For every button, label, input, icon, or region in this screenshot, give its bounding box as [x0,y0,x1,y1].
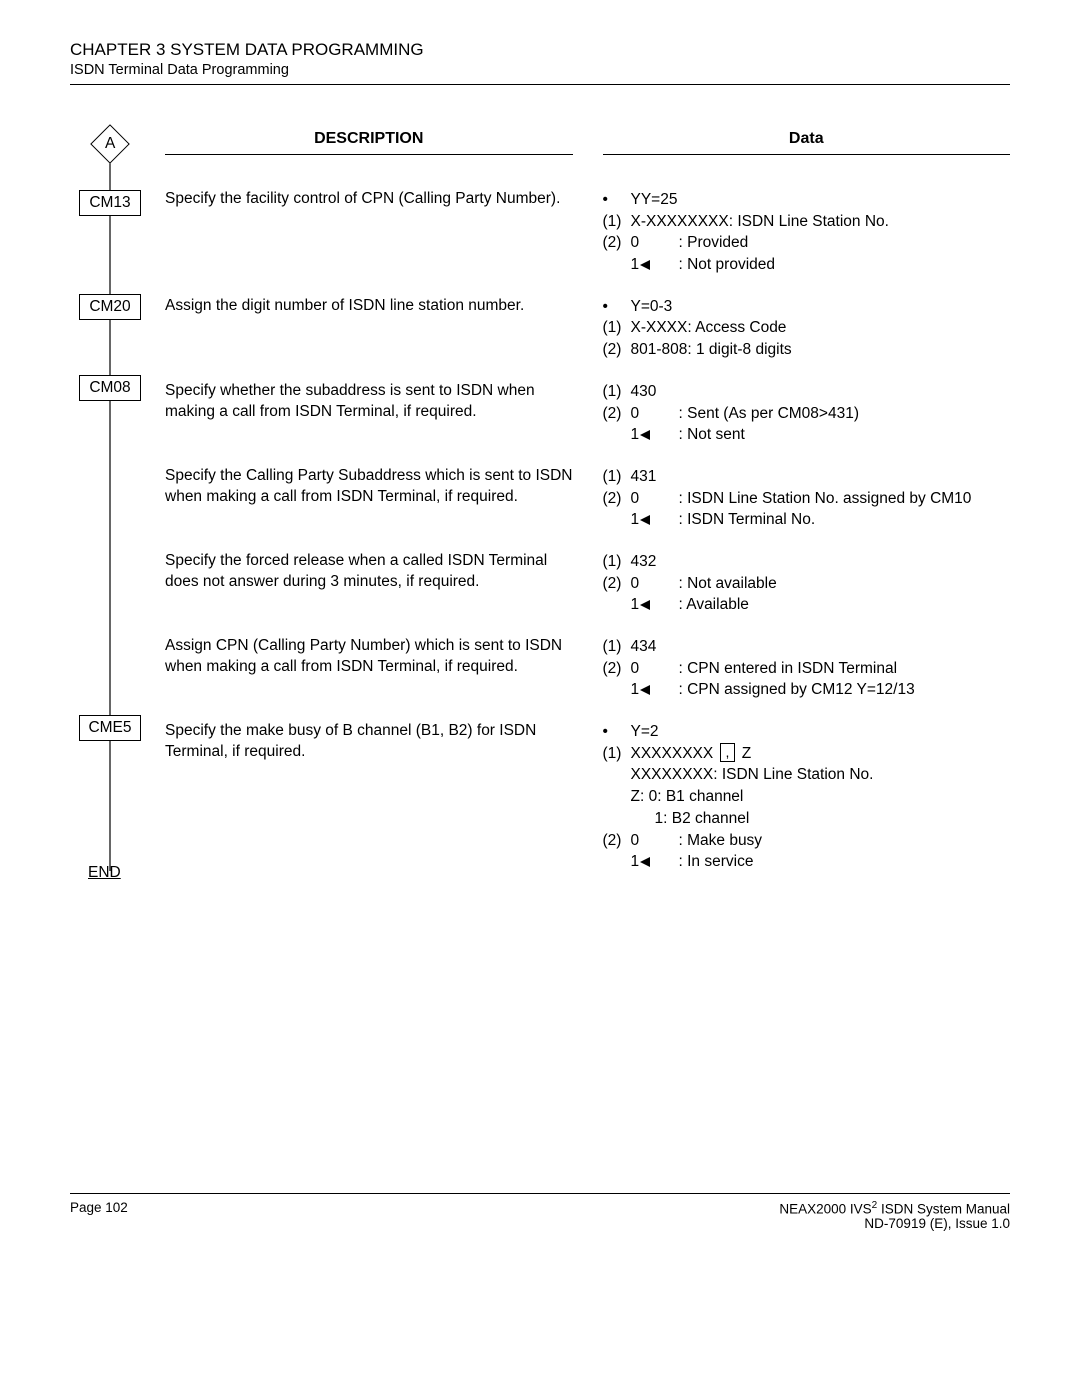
header-rule [70,84,1010,85]
data-cm20: •Y=0-3 (1)X-XXXX: Access Code (2)801-808… [598,296,1011,361]
row-cm08-432: Specify the forced release when a called… [165,551,1010,616]
desc-cm08-432: Specify the forced release when a called… [165,551,598,616]
data-cm08-431: (1)431 (2)0: ISDN Line Station No. assig… [598,466,1011,531]
manual-info: NEAX2000 IVS2 ISDN System Manual ND-7091… [779,1200,1010,1232]
row-cm08-430: Specify whether the subaddress is sent t… [165,381,1010,446]
flow-start-label: A [105,135,115,153]
default-icon [640,600,650,610]
desc-cm08-434: Assign CPN (Calling Party Number) which … [165,636,598,701]
data-cm08-430: (1)430 (2)0: Sent (As per CM08>431) 1: N… [598,381,1011,446]
default-icon [640,857,650,867]
row-cm20: Assign the digit number of ISDN line sta… [165,296,1010,361]
desc-cme5: Specify the make busy of B channel (B1, … [165,721,598,873]
data-cm13: •YY=25 (1)X-XXXXXXXX: ISDN Line Station … [598,189,1011,276]
data-header: Data [603,130,1011,155]
default-icon [640,260,650,270]
flow-connector [70,130,165,890]
desc-cm20: Assign the digit number of ISDN line sta… [165,296,598,361]
flow-node-cme5: CME5 [79,715,141,741]
desc-cm13: Specify the facility control of CPN (Cal… [165,189,598,276]
default-icon [640,430,650,440]
data-cm08-432: (1)432 (2)0: Not available 1: Available [598,551,1011,616]
flow-node-cm20: CM20 [79,294,141,320]
desc-cm08-430: Specify whether the subaddress is sent t… [165,381,598,446]
section-subtitle: ISDN Terminal Data Programming [70,62,1010,78]
data-cme5: •Y=2 (1)XXXXXXXX , Z XXXXXXXX: ISDN Line… [598,721,1011,873]
default-icon [640,515,650,525]
default-icon [640,685,650,695]
description-header: DESCRIPTION [165,130,573,155]
row-cm08-434: Assign CPN (Calling Party Number) which … [165,636,1010,701]
row-cm13: Specify the facility control of CPN (Cal… [165,189,1010,276]
flow-node-cm13: CM13 [79,190,141,216]
chapter-title: CHAPTER 3 SYSTEM DATA PROGRAMMING [70,40,1010,60]
flow-node-cm08: CM08 [79,375,141,401]
page-footer: Page 102 NEAX2000 IVS2 ISDN System Manua… [70,1193,1010,1232]
page-number: Page 102 [70,1200,128,1232]
row-cm08-431: Specify the Calling Party Subaddress whi… [165,466,1010,531]
data-cm08-434: (1)434 (2)0: CPN entered in ISDN Termina… [598,636,1011,701]
flow-end-label: END [88,864,121,882]
key-comma: , [720,743,736,762]
row-cme5: Specify the make busy of B channel (B1, … [165,721,1010,873]
desc-cm08-431: Specify the Calling Party Subaddress whi… [165,466,598,531]
